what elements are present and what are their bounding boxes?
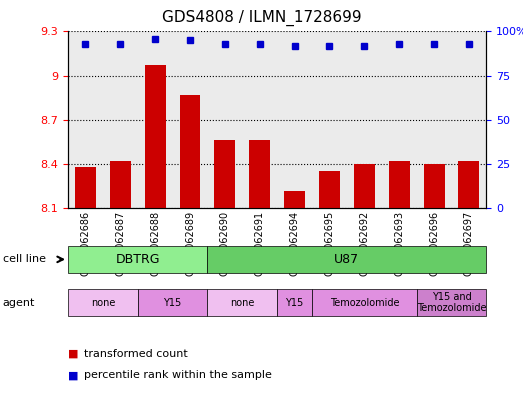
Bar: [312, 31, 347, 208]
Bar: [145, 65, 166, 208]
Bar: [319, 171, 340, 208]
Text: DBTRG: DBTRG: [116, 253, 160, 266]
Bar: [451, 31, 486, 208]
Bar: [110, 161, 131, 208]
Text: Y15: Y15: [164, 298, 181, 308]
Text: U87: U87: [334, 253, 359, 266]
Text: ■: ■: [68, 349, 78, 359]
Bar: [284, 191, 305, 208]
Bar: [459, 161, 480, 208]
Text: none: none: [90, 298, 115, 308]
Text: none: none: [230, 298, 255, 308]
Bar: [347, 31, 382, 208]
Bar: [354, 164, 375, 208]
Bar: [424, 164, 445, 208]
Text: transformed count: transformed count: [84, 349, 187, 359]
Bar: [277, 31, 312, 208]
Bar: [208, 31, 242, 208]
Text: cell line: cell line: [3, 254, 46, 264]
Bar: [138, 31, 173, 208]
Bar: [249, 140, 270, 208]
Bar: [242, 31, 277, 208]
Bar: [68, 31, 103, 208]
Bar: [214, 140, 235, 208]
Bar: [75, 167, 96, 208]
Bar: [382, 31, 417, 208]
Text: agent: agent: [3, 298, 35, 308]
Text: Y15: Y15: [286, 298, 304, 308]
Bar: [173, 31, 208, 208]
Text: Temozolomide: Temozolomide: [329, 298, 399, 308]
Bar: [103, 31, 138, 208]
Bar: [179, 95, 200, 208]
Text: GDS4808 / ILMN_1728699: GDS4808 / ILMN_1728699: [162, 10, 361, 26]
Text: Y15 and
Temozolomide: Y15 and Temozolomide: [417, 292, 486, 313]
Bar: [389, 161, 410, 208]
Text: ■: ■: [68, 370, 78, 380]
Bar: [417, 31, 451, 208]
Text: percentile rank within the sample: percentile rank within the sample: [84, 370, 271, 380]
